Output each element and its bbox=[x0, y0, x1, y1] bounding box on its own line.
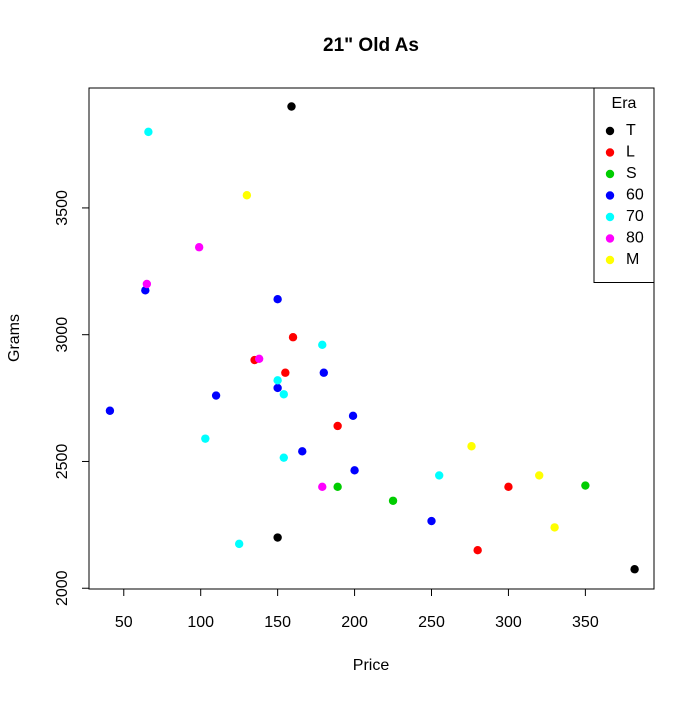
point bbox=[348, 411, 358, 421]
legend-box bbox=[593, 87, 655, 283]
point bbox=[279, 390, 288, 399]
point bbox=[535, 471, 544, 480]
point bbox=[298, 447, 307, 456]
legend-label: S bbox=[626, 165, 637, 182]
point bbox=[318, 340, 327, 350]
point bbox=[194, 243, 204, 252]
point bbox=[435, 471, 444, 480]
legend-title: Era bbox=[612, 95, 637, 112]
x-tick-label: 150 bbox=[264, 614, 291, 631]
plot-frame bbox=[88, 87, 655, 590]
x-tick-label: 50 bbox=[115, 614, 133, 631]
legend-label: M bbox=[626, 251, 639, 268]
legend-label: 80 bbox=[626, 230, 644, 247]
legend-label: T bbox=[626, 122, 636, 139]
point bbox=[105, 406, 115, 415]
point bbox=[141, 286, 150, 295]
point bbox=[281, 368, 290, 377]
x-tick-label: 250 bbox=[418, 614, 445, 631]
y-tick-label: 2000 bbox=[54, 570, 71, 606]
point bbox=[273, 376, 282, 385]
point bbox=[333, 482, 342, 492]
point bbox=[350, 466, 359, 475]
point bbox=[287, 102, 296, 111]
point bbox=[142, 279, 152, 289]
chart-title: 21" Old As bbox=[323, 35, 419, 56]
legend-label: 60 bbox=[626, 187, 644, 204]
point bbox=[288, 333, 298, 342]
point bbox=[581, 481, 590, 490]
point bbox=[427, 516, 436, 526]
legend-marker bbox=[605, 234, 615, 243]
y-axis-label: Grams bbox=[6, 314, 23, 362]
point bbox=[630, 565, 639, 574]
point bbox=[333, 421, 342, 431]
y-tick-label: 3000 bbox=[54, 317, 71, 353]
legend-marker bbox=[605, 255, 615, 265]
x-axis-label: Price bbox=[353, 657, 390, 674]
point bbox=[273, 383, 282, 393]
point bbox=[279, 453, 288, 462]
legend-marker bbox=[605, 191, 615, 200]
legend-label: L bbox=[626, 144, 635, 161]
legend-marker bbox=[605, 169, 615, 179]
point bbox=[254, 354, 264, 363]
point bbox=[234, 539, 244, 549]
legend-marker bbox=[605, 148, 615, 157]
y-tick-label: 3500 bbox=[54, 190, 71, 226]
y-tick-label: 2500 bbox=[54, 444, 71, 480]
point bbox=[211, 391, 221, 400]
point bbox=[473, 546, 482, 555]
point bbox=[144, 127, 153, 137]
x-tick-label: 300 bbox=[495, 614, 522, 631]
x-tick-label: 350 bbox=[572, 614, 599, 631]
x-tick-label: 200 bbox=[341, 614, 368, 631]
point bbox=[504, 482, 513, 492]
point bbox=[388, 496, 398, 505]
point bbox=[273, 295, 282, 304]
legend-label: 70 bbox=[626, 208, 644, 225]
point bbox=[319, 368, 329, 377]
point bbox=[201, 434, 210, 443]
point bbox=[318, 482, 327, 492]
legend-marker bbox=[605, 126, 615, 136]
x-tick-label: 100 bbox=[187, 614, 214, 631]
point bbox=[467, 442, 476, 451]
point bbox=[242, 191, 252, 200]
point bbox=[550, 523, 559, 532]
point bbox=[273, 533, 282, 542]
legend-marker bbox=[605, 212, 615, 222]
